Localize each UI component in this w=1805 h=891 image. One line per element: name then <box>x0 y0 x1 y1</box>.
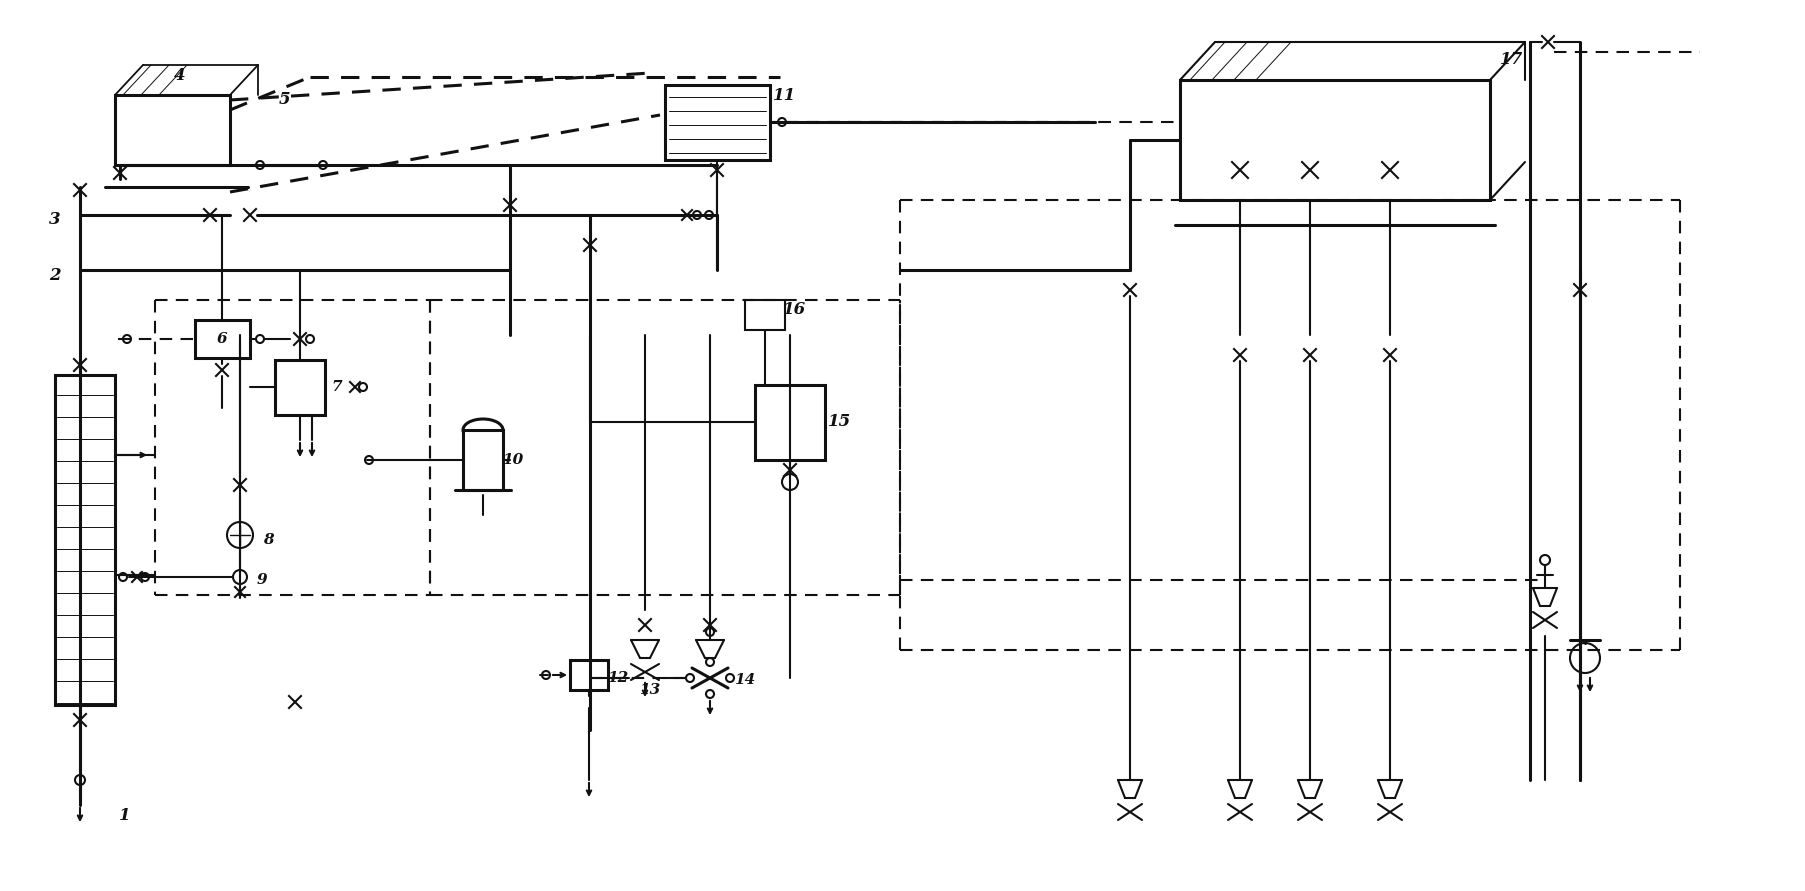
Text: 15: 15 <box>828 413 852 430</box>
Text: 3: 3 <box>49 211 61 228</box>
Text: 12: 12 <box>606 671 628 685</box>
Text: 9: 9 <box>256 573 267 587</box>
Text: 8: 8 <box>264 533 273 547</box>
Bar <box>195 320 251 358</box>
Text: 14: 14 <box>735 673 756 687</box>
Text: 13: 13 <box>639 683 661 697</box>
Text: 4: 4 <box>175 67 186 84</box>
Text: 16: 16 <box>783 301 807 318</box>
Bar <box>664 85 771 160</box>
Bar <box>464 430 504 490</box>
Text: 5: 5 <box>280 92 291 109</box>
Text: 2: 2 <box>49 266 61 283</box>
Bar <box>274 360 325 415</box>
Text: 7: 7 <box>332 380 343 394</box>
Bar <box>1180 80 1489 200</box>
Bar <box>116 95 229 165</box>
Bar <box>54 375 116 705</box>
Bar <box>754 385 825 460</box>
Bar <box>570 660 608 690</box>
Text: 1: 1 <box>119 806 130 823</box>
Text: 17: 17 <box>1500 52 1523 69</box>
Text: 10: 10 <box>502 453 523 467</box>
Text: 11: 11 <box>773 86 796 103</box>
Bar <box>745 300 785 330</box>
Text: 6: 6 <box>217 332 227 346</box>
